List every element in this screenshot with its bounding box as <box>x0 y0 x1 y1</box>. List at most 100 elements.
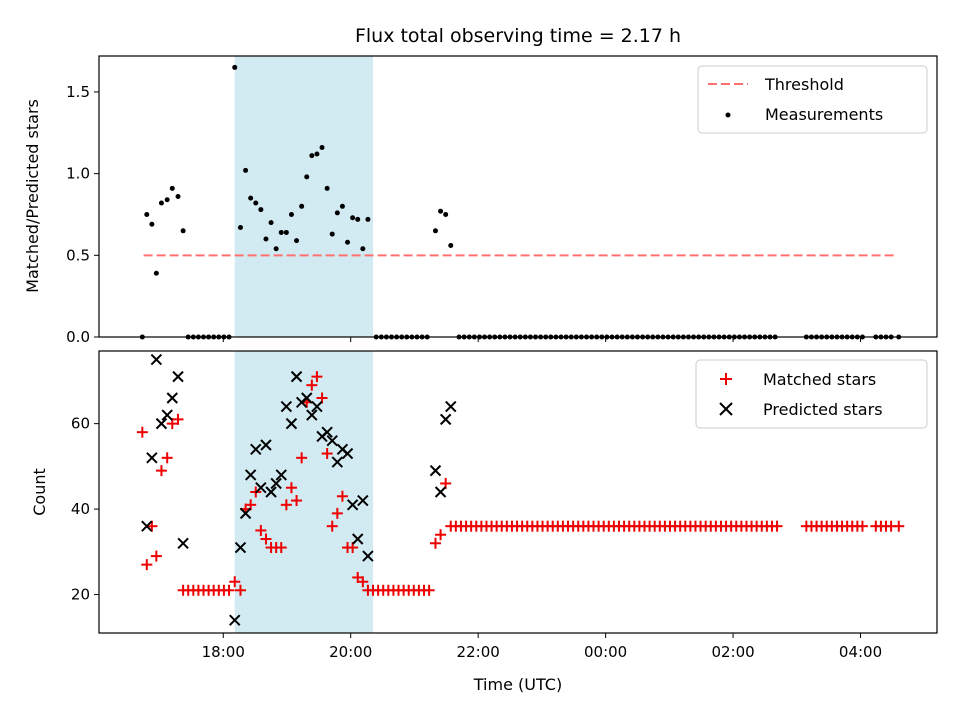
predicted-point <box>290 370 303 383</box>
matched-legend-swatch <box>720 373 732 385</box>
bottom-y-axis: 20 40 60 <box>71 415 99 604</box>
predicted-point <box>445 400 457 413</box>
predicted-point <box>146 452 158 464</box>
measurement-point <box>350 215 356 221</box>
measurement-point <box>448 243 454 249</box>
matched-point <box>136 426 148 438</box>
matched-point <box>771 520 783 532</box>
bottom-legend-box <box>695 359 928 429</box>
measurement-point <box>329 231 335 237</box>
matched-point <box>429 537 441 549</box>
measurement-point <box>180 228 186 234</box>
measurements-legend-label: Measurements <box>765 105 883 124</box>
measurement-point <box>283 229 289 235</box>
measurement-point <box>248 195 254 201</box>
predicted-point <box>270 477 282 490</box>
measurement-point <box>258 207 264 213</box>
matched-point <box>326 520 338 532</box>
predicted-point <box>161 409 173 421</box>
measurement-point <box>153 270 159 276</box>
predicted-legend-swatch <box>719 402 733 416</box>
measurement-point <box>288 211 294 217</box>
y-tick-label: 40 <box>71 500 90 518</box>
measurement-point <box>360 246 366 252</box>
predicted-point <box>260 439 272 451</box>
chart-title: Flux total observing time = 2.17 h <box>355 25 681 47</box>
measurement-point <box>432 228 438 234</box>
matched-point <box>331 507 343 519</box>
measurement-point <box>438 208 444 214</box>
top-x-ticks <box>222 337 862 342</box>
matched-point <box>291 495 303 507</box>
predicted-point <box>250 443 262 455</box>
matched-point <box>306 379 318 391</box>
measurement-point <box>345 239 351 245</box>
x-tick-label: 18:00 <box>202 643 245 661</box>
matched-point <box>893 520 905 532</box>
predicted-point <box>439 413 452 426</box>
x-tick-label: 20:00 <box>329 643 372 661</box>
y-tick-label: 1.0 <box>66 165 90 183</box>
matched-point <box>435 529 447 541</box>
y-tick-label: 60 <box>71 415 90 433</box>
top-y-axis: 0.0 0.5 1.0 1.5 <box>66 83 99 346</box>
measurement-point <box>232 64 238 70</box>
predicted-point <box>155 417 168 430</box>
predicted-point <box>177 537 189 549</box>
measurement-point <box>273 246 279 252</box>
matched-point <box>321 448 333 460</box>
measurement-point <box>164 197 170 203</box>
predicted-point <box>321 426 333 438</box>
measurement-point <box>263 236 269 242</box>
matched-point <box>161 452 173 464</box>
predicted-point <box>255 482 267 494</box>
predicted-point <box>306 409 318 421</box>
x-axis-label: Time (UTC) <box>473 675 562 694</box>
measurement-point <box>253 200 259 206</box>
matched-point <box>336 490 348 502</box>
predicted-point <box>166 392 178 404</box>
predicted-point <box>429 464 442 477</box>
measurement-point <box>319 144 325 150</box>
top-plot-frame <box>98 55 938 338</box>
predicted-point <box>357 494 369 507</box>
bottom-y-axis-label: Count <box>30 468 49 516</box>
matched-point <box>260 533 272 545</box>
measurement-point <box>243 167 249 173</box>
predicted-point <box>229 614 241 626</box>
threshold-legend-label: Threshold <box>764 75 844 94</box>
measurement-point <box>299 203 305 209</box>
bottom-legend: Matched stars Predicted stars <box>695 359 928 429</box>
measurement-point <box>314 151 320 157</box>
y-tick-label: 1.5 <box>66 83 90 101</box>
measurement-point <box>268 220 274 226</box>
matched-point <box>423 584 435 596</box>
predicted-point <box>434 486 447 498</box>
matched-point <box>255 524 267 536</box>
predicted-point <box>311 400 323 413</box>
bottom-panel: 20 40 60 18:00 20:00 22:00 00:00 02:00 04:00 Co… <box>30 350 938 694</box>
predicted-point <box>341 447 354 460</box>
matched-point <box>275 542 287 554</box>
predicted-point <box>141 520 153 532</box>
measurement-point <box>309 153 315 159</box>
matched-point <box>285 482 297 494</box>
predicted-point <box>234 541 247 554</box>
predicted-point <box>362 550 374 562</box>
predicted-point <box>346 499 359 511</box>
matched-point <box>150 550 162 562</box>
measurements-legend-swatch <box>725 112 731 118</box>
measurement-point <box>158 200 164 206</box>
predicted-point <box>265 486 277 498</box>
measurement-point <box>278 229 284 235</box>
measurement-point <box>443 211 449 217</box>
matched-point <box>141 559 153 571</box>
top-legend: Threshold Measurements <box>697 65 928 134</box>
measurement-point <box>294 238 300 244</box>
measurement-point <box>355 216 361 222</box>
predicted-point <box>239 507 252 520</box>
matched-point <box>311 371 323 383</box>
bottom-plot-frame <box>98 350 938 634</box>
measurement-point <box>304 174 310 180</box>
predicted-points <box>141 353 457 626</box>
